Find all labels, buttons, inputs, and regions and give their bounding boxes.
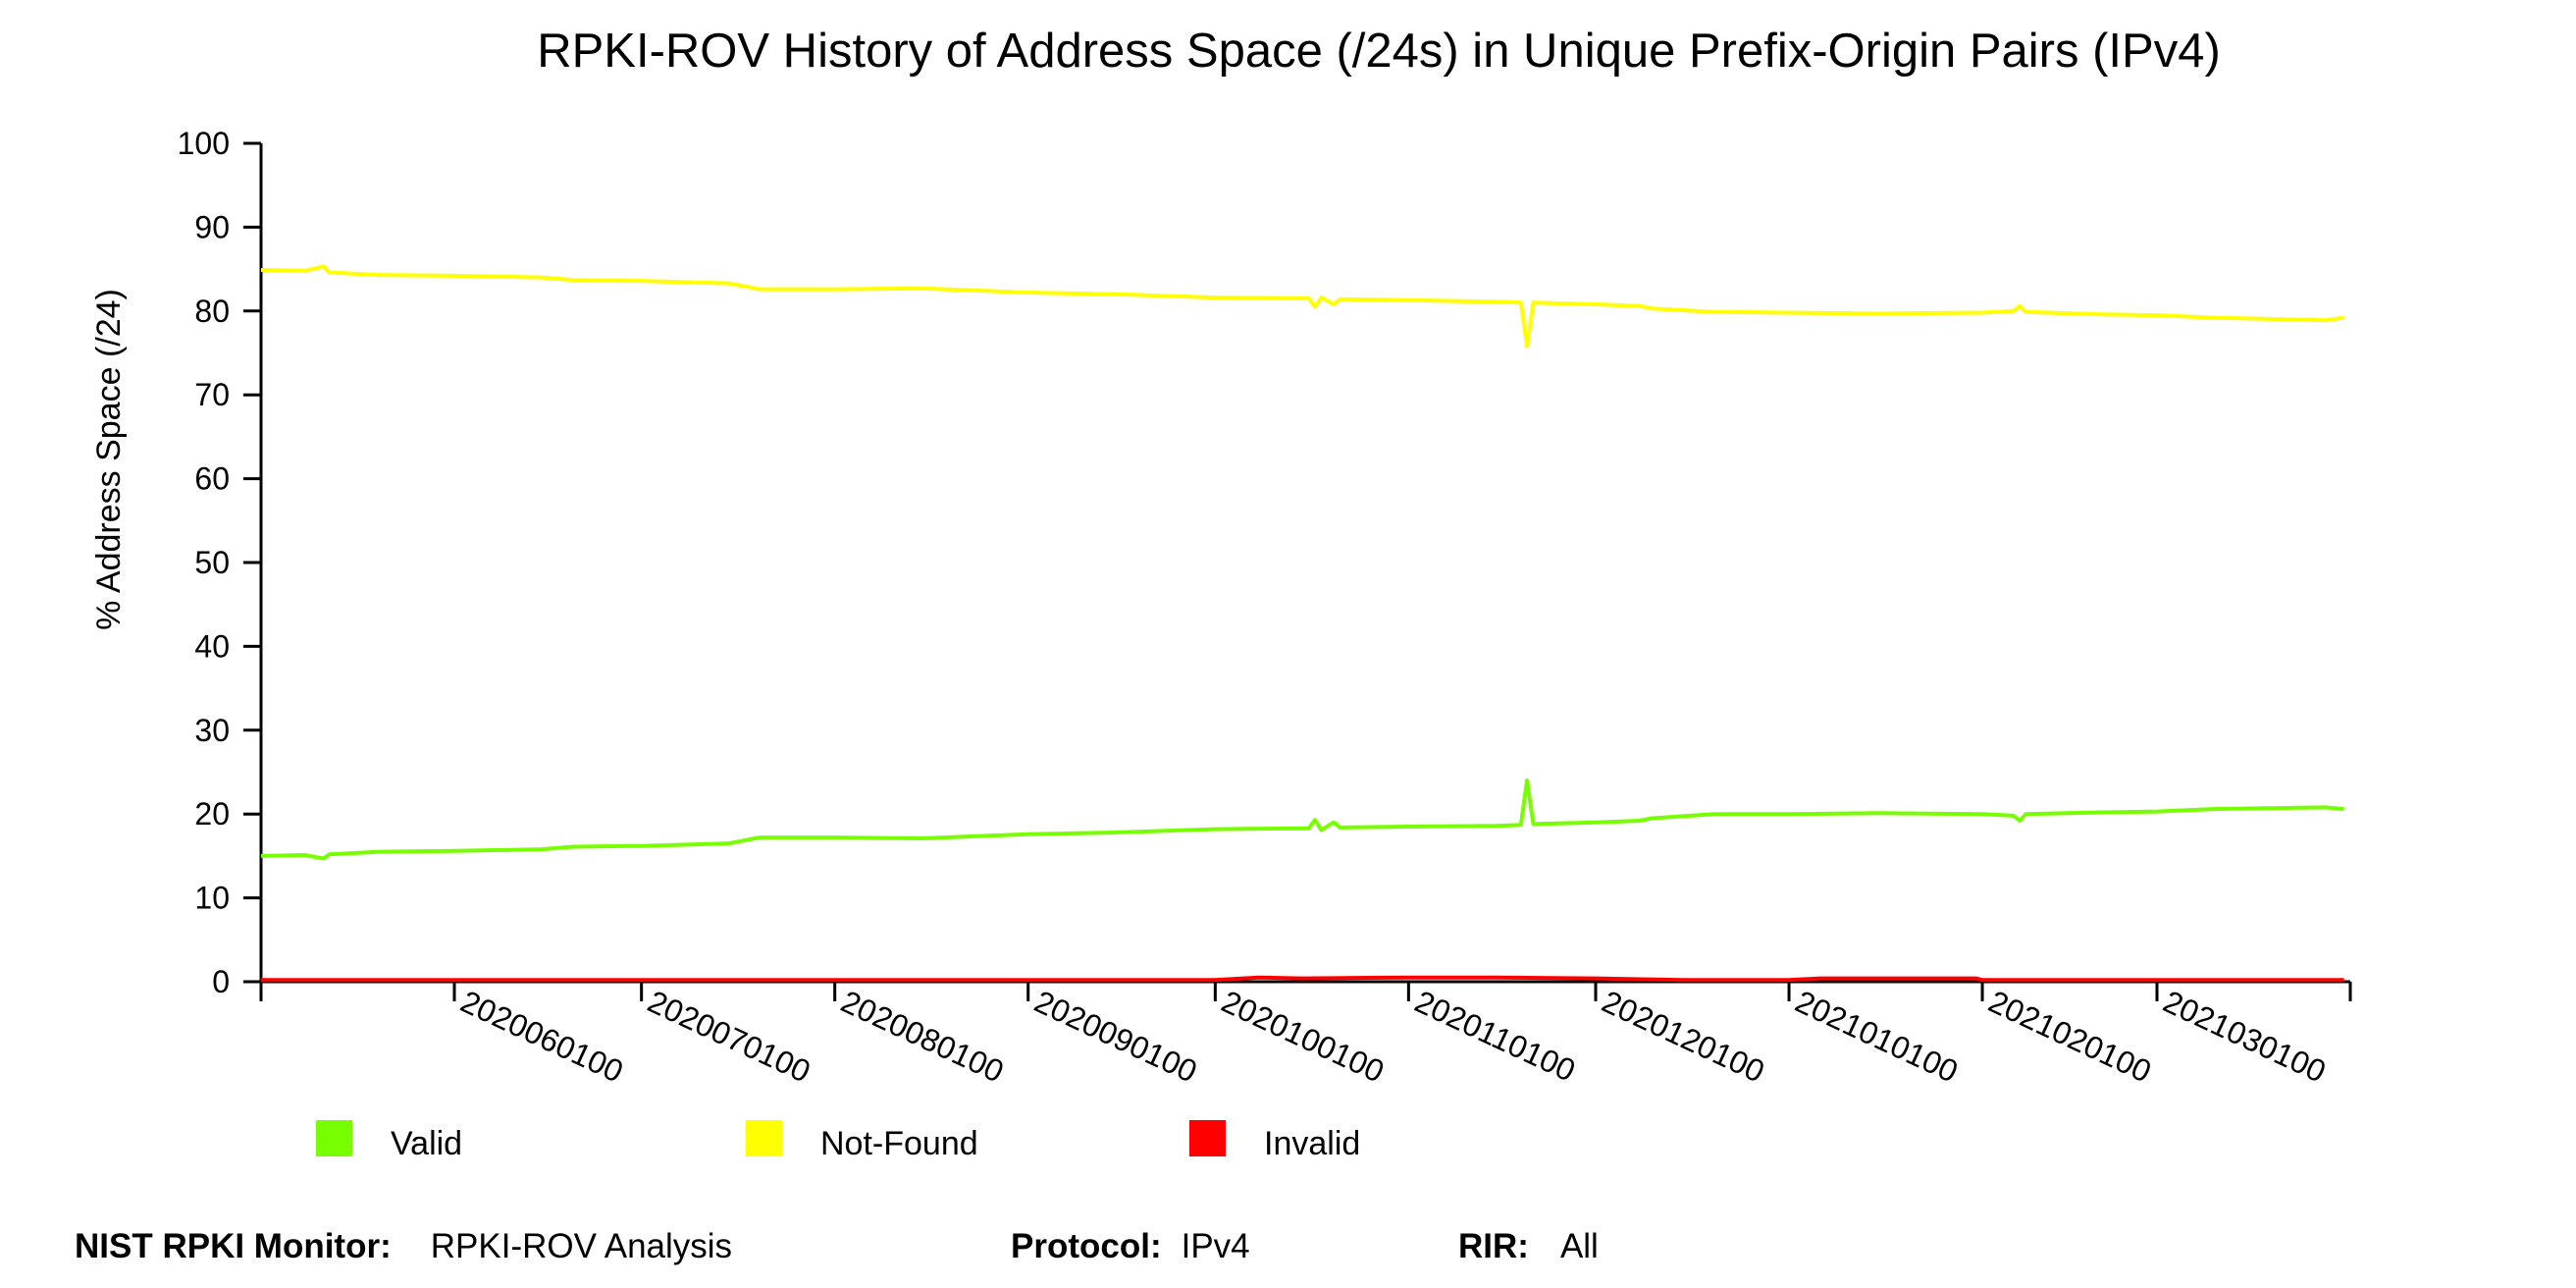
protocol-label: Protocol: bbox=[1011, 1227, 1162, 1265]
x-tick-label: 2020090100 bbox=[1029, 984, 1203, 1090]
footer-monitor: NIST RPKI Monitor: RPKI-ROV Analysis bbox=[75, 1225, 732, 1268]
x-tick-label: 2020060100 bbox=[455, 984, 629, 1090]
x-tick-label: 2020120100 bbox=[1597, 984, 1770, 1090]
y-tick-label: 100 bbox=[178, 126, 230, 161]
y-tick-label: 40 bbox=[194, 628, 230, 664]
x-tick-label: 2020070100 bbox=[643, 984, 816, 1090]
x-tick-label: 2021010100 bbox=[1790, 984, 1964, 1090]
legend-swatch-valid bbox=[316, 1120, 352, 1156]
monitor-value: RPKI-ROV Analysis bbox=[430, 1227, 733, 1265]
legend-label-valid: Valid bbox=[391, 1125, 462, 1162]
series-line-invalid bbox=[261, 975, 2344, 983]
series-group bbox=[260, 264, 2344, 983]
y-axis-label: % Address Space (/24) bbox=[90, 289, 128, 630]
y-tick-label: 80 bbox=[194, 294, 230, 329]
x-tick-label: 2021020100 bbox=[1983, 984, 2157, 1090]
y-tick-label: 10 bbox=[194, 881, 230, 916]
y-tick-label: 60 bbox=[194, 461, 230, 497]
monitor-label: NIST RPKI Monitor: bbox=[75, 1227, 392, 1265]
y-tick-label: 0 bbox=[212, 964, 230, 999]
x-tick-label: 2021030100 bbox=[2158, 984, 2332, 1090]
x-axis: 2020060100 2020070100 2020080100 2020090100… bbox=[259, 980, 2352, 1090]
legend-swatch-invalid bbox=[1189, 1120, 1226, 1156]
series-line-valid bbox=[260, 778, 2344, 861]
y-tick-label: 90 bbox=[194, 209, 230, 244]
legend-swatch-not-found bbox=[746, 1120, 782, 1156]
chart-title: RPKI-ROV History of Address Space (/24s)… bbox=[537, 25, 2221, 78]
rir-value: All bbox=[1559, 1227, 1599, 1265]
x-tick-label: 2020100100 bbox=[1216, 984, 1390, 1090]
footer-protocol: Protocol: IPv4 bbox=[1011, 1225, 1250, 1268]
y-tick-label: 20 bbox=[194, 796, 230, 832]
y-axis: 0 10 20 30 40 50 60 70 80 90 100 bbox=[178, 126, 263, 999]
x-tick-label: 2020080100 bbox=[836, 984, 1010, 1090]
series-line-not-found bbox=[260, 264, 2344, 349]
footer-rir: RIR: All bbox=[1458, 1225, 1599, 1268]
y-tick-label: 50 bbox=[194, 545, 230, 580]
y-tick-label: 30 bbox=[194, 713, 230, 748]
y-tick-label: 70 bbox=[194, 377, 230, 412]
x-tick-label: 2020110100 bbox=[1409, 984, 1580, 1089]
legend-label-not-found: Not-Found bbox=[820, 1125, 978, 1162]
rir-label: RIR: bbox=[1458, 1227, 1529, 1265]
legend-label-invalid: Invalid bbox=[1264, 1125, 1360, 1162]
legend: Valid Not-Found Invalid bbox=[316, 1120, 1360, 1162]
protocol-value: IPv4 bbox=[1181, 1227, 1250, 1265]
